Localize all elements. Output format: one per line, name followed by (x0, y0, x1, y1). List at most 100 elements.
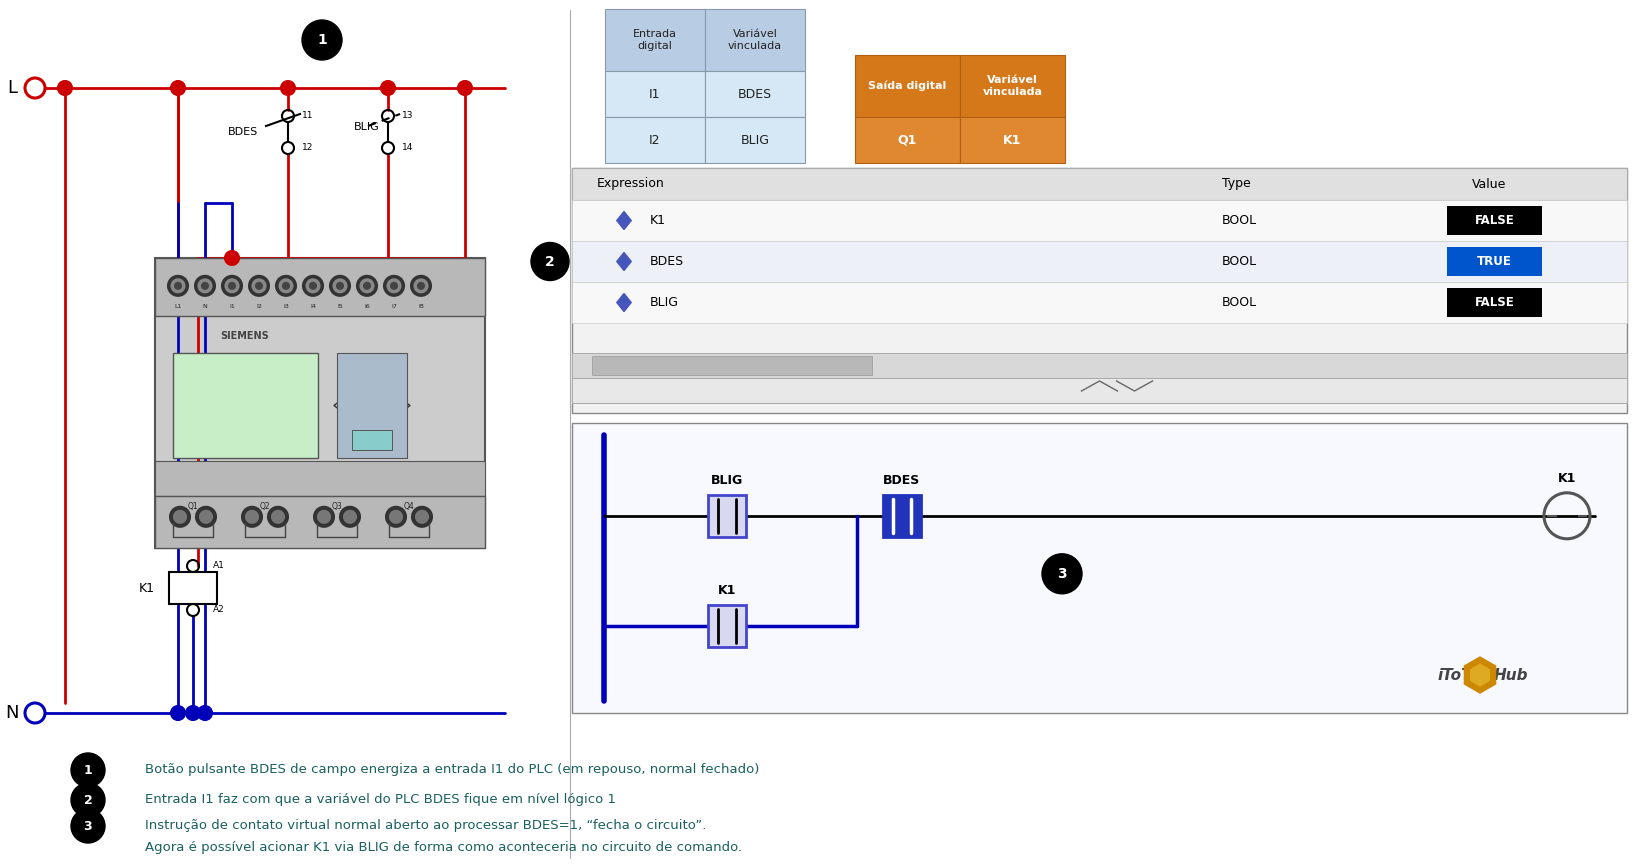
Text: Q2: Q2 (259, 502, 271, 511)
Bar (705, 117, 805, 163)
Text: BOOL: BOOL (1223, 255, 1257, 268)
Circle shape (58, 81, 73, 95)
Text: 11: 11 (302, 111, 314, 121)
Text: 1: 1 (317, 33, 327, 47)
Text: Variável
vinculada: Variável vinculada (982, 76, 1043, 96)
Bar (573, 353, 1627, 378)
Circle shape (71, 783, 106, 817)
Text: I2: I2 (256, 304, 262, 309)
Text: BOOL: BOOL (1223, 214, 1257, 227)
Bar (592, 356, 871, 375)
Bar (960, 55, 1064, 117)
Circle shape (384, 276, 404, 296)
Polygon shape (1465, 657, 1495, 693)
Text: 2: 2 (84, 793, 92, 806)
Text: L1: L1 (175, 304, 182, 309)
Bar (960, 117, 1064, 163)
Text: 1: 1 (84, 764, 92, 777)
Text: BOOL: BOOL (1223, 296, 1257, 309)
Text: Hub: Hub (1493, 667, 1528, 682)
Circle shape (307, 279, 320, 293)
Circle shape (330, 276, 350, 296)
Circle shape (196, 507, 216, 527)
Text: BLIG: BLIG (741, 134, 769, 147)
Circle shape (229, 283, 234, 289)
Text: SIEMENS: SIEMENS (221, 331, 269, 341)
Circle shape (414, 279, 427, 293)
Text: BLIG: BLIG (711, 474, 742, 487)
Text: Type: Type (1223, 177, 1251, 190)
Bar (173, 353, 318, 458)
Circle shape (279, 279, 292, 293)
Circle shape (333, 279, 346, 293)
Text: I1: I1 (648, 88, 660, 101)
Circle shape (381, 81, 394, 95)
Text: Saída digital: Saída digital (868, 81, 947, 91)
Text: I2: I2 (648, 134, 660, 147)
Bar (606, 117, 705, 163)
Bar (708, 605, 746, 647)
Bar (705, 71, 805, 117)
Circle shape (304, 276, 323, 296)
Circle shape (246, 510, 257, 523)
Text: I6: I6 (365, 304, 370, 309)
Text: BLIG: BLIG (650, 296, 680, 309)
Bar (855, 117, 960, 163)
Bar (855, 55, 960, 117)
Text: FALSE: FALSE (1475, 296, 1515, 309)
Text: Value: Value (1472, 177, 1506, 190)
Bar (573, 168, 1627, 413)
Text: A2: A2 (213, 606, 224, 615)
Circle shape (360, 279, 373, 293)
Bar (573, 200, 1627, 241)
Circle shape (343, 510, 356, 523)
Circle shape (224, 251, 239, 265)
Circle shape (1043, 554, 1082, 594)
Bar (351, 430, 393, 450)
Text: Variável
vinculada: Variável vinculada (728, 30, 782, 50)
Text: Entrada
digital: Entrada digital (634, 30, 676, 50)
Bar (606, 71, 705, 117)
Text: 13: 13 (403, 111, 414, 121)
Bar (1447, 247, 1543, 276)
Text: N: N (203, 304, 208, 309)
Circle shape (531, 242, 569, 280)
Text: BDES: BDES (883, 474, 921, 487)
Text: iToT: iToT (1437, 667, 1472, 682)
Circle shape (310, 283, 317, 289)
Circle shape (252, 279, 266, 293)
Circle shape (200, 510, 211, 523)
Circle shape (173, 510, 186, 523)
Circle shape (272, 510, 284, 523)
Text: BDES: BDES (228, 127, 257, 137)
Circle shape (412, 507, 432, 527)
Text: 12: 12 (302, 143, 314, 153)
Text: K1: K1 (650, 214, 667, 227)
Text: Instrução de contato virtual normal aberto ao processar BDES=1, “fecha o circuit: Instrução de contato virtual normal aber… (145, 819, 706, 832)
Circle shape (172, 706, 185, 720)
Polygon shape (617, 212, 632, 229)
Circle shape (314, 507, 333, 527)
Circle shape (256, 283, 262, 289)
Circle shape (276, 276, 295, 296)
Circle shape (340, 507, 360, 527)
Circle shape (186, 706, 200, 720)
Circle shape (198, 706, 211, 720)
Polygon shape (617, 253, 632, 271)
Bar (1447, 206, 1543, 235)
Text: I1: I1 (229, 304, 234, 309)
Circle shape (226, 279, 239, 293)
Text: Q1: Q1 (188, 502, 198, 511)
Bar (573, 168, 1627, 200)
Text: I8: I8 (417, 304, 424, 309)
Text: FALSE: FALSE (1475, 214, 1515, 227)
Circle shape (389, 510, 403, 523)
Bar (155, 461, 485, 496)
Bar (155, 258, 485, 548)
Bar (337, 353, 408, 458)
Circle shape (168, 276, 188, 296)
Text: I3: I3 (284, 304, 289, 309)
Text: K1: K1 (718, 584, 736, 597)
Circle shape (201, 283, 208, 289)
Text: I7: I7 (391, 304, 398, 309)
